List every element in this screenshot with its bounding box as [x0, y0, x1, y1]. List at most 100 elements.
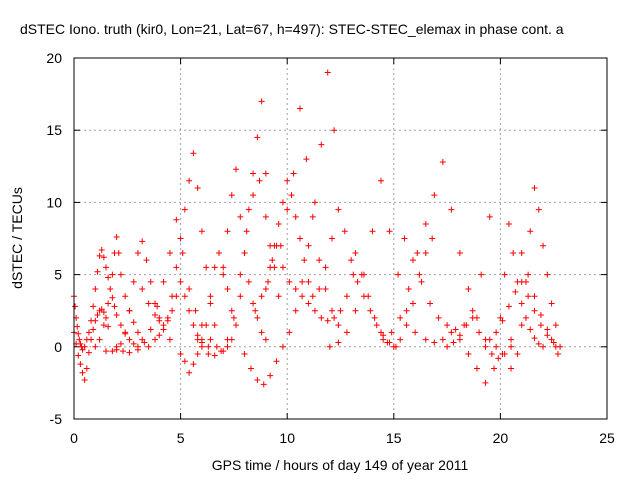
y-tick-label: -5 — [50, 411, 63, 427]
data-point — [318, 314, 325, 321]
data-point — [486, 336, 493, 343]
data-point — [469, 314, 476, 321]
data-point — [207, 293, 214, 300]
data-point — [552, 343, 559, 350]
series-24 — [493, 221, 547, 350]
data-point — [326, 343, 333, 350]
data-point — [544, 271, 551, 278]
data-point — [403, 307, 410, 314]
data-point — [207, 336, 214, 343]
data-point — [371, 314, 378, 321]
data-point — [83, 336, 90, 343]
y-tick-labels: -5 0 5 10 15 20 — [46, 50, 62, 427]
data-point — [256, 177, 263, 184]
data-point — [211, 352, 218, 359]
data-point — [233, 322, 240, 329]
data-point — [422, 336, 429, 343]
data-point — [152, 336, 159, 343]
data-point — [439, 336, 446, 343]
data-point — [535, 340, 542, 347]
data-point — [215, 249, 222, 256]
data-point — [358, 271, 365, 278]
data-point — [335, 322, 342, 329]
data-point — [405, 286, 412, 293]
series-12 — [241, 69, 338, 388]
data-point — [250, 300, 257, 307]
data-point — [94, 312, 101, 319]
data-point — [81, 343, 88, 350]
data-point — [501, 271, 508, 278]
data-point — [478, 271, 485, 278]
data-point — [254, 314, 261, 321]
data-point — [105, 274, 112, 281]
data-point — [518, 249, 525, 256]
data-point — [205, 343, 212, 350]
plot-frame — [73, 57, 608, 420]
data-point — [412, 329, 419, 336]
data-point — [164, 314, 171, 321]
data-point — [156, 332, 163, 339]
data-point — [205, 351, 212, 358]
data-point — [177, 235, 184, 242]
data-point — [292, 286, 299, 293]
data-point — [224, 228, 231, 235]
data-point — [497, 314, 504, 321]
data-point — [378, 329, 385, 336]
data-point — [228, 336, 235, 343]
data-point — [309, 213, 316, 220]
data-point — [552, 322, 559, 329]
data-point — [139, 238, 146, 245]
data-point — [328, 307, 335, 314]
data-point — [299, 278, 306, 285]
data-point — [531, 184, 538, 191]
y-tick-label: 20 — [46, 50, 62, 66]
data-point — [81, 377, 88, 384]
data-point — [388, 329, 395, 336]
data-point — [540, 242, 547, 249]
data-point — [352, 307, 359, 314]
data-point — [531, 335, 538, 342]
data-point — [130, 319, 137, 326]
data-point — [186, 177, 193, 184]
data-point — [354, 278, 361, 285]
x-tick-labels: 0 5 10 15 20 25 — [70, 430, 615, 446]
data-point — [192, 307, 199, 314]
data-point — [117, 271, 124, 278]
data-point — [96, 336, 103, 343]
data-point — [243, 228, 250, 235]
data-point — [540, 343, 547, 350]
data-point — [548, 336, 555, 343]
data-point — [96, 252, 103, 259]
data-point — [309, 293, 316, 300]
data-point — [296, 105, 303, 112]
data-point — [303, 156, 310, 163]
data-point — [179, 249, 186, 256]
data-point — [508, 336, 515, 343]
data-point — [122, 293, 129, 300]
data-point — [145, 343, 152, 350]
data-point — [535, 206, 542, 213]
data-point — [409, 300, 416, 307]
data-point — [386, 228, 393, 235]
data-point — [522, 278, 529, 285]
data-point — [224, 343, 231, 350]
data-point — [258, 329, 265, 336]
data-point — [275, 221, 282, 228]
data-point — [250, 192, 257, 199]
data-point — [241, 249, 248, 256]
data-point — [156, 317, 163, 324]
data-point — [126, 336, 133, 343]
data-point — [109, 294, 116, 301]
data-point — [531, 307, 538, 314]
data-point — [514, 351, 521, 358]
data-point — [152, 312, 159, 319]
data-points — [71, 69, 564, 388]
data-point — [416, 271, 423, 278]
data-point — [279, 343, 286, 350]
chart-title: dSTEC Iono. truth (kir0, Lon=21, Lat=67,… — [20, 21, 564, 37]
data-point — [160, 278, 167, 285]
data-point — [224, 286, 231, 293]
data-point — [380, 336, 387, 343]
data-point — [90, 326, 97, 333]
